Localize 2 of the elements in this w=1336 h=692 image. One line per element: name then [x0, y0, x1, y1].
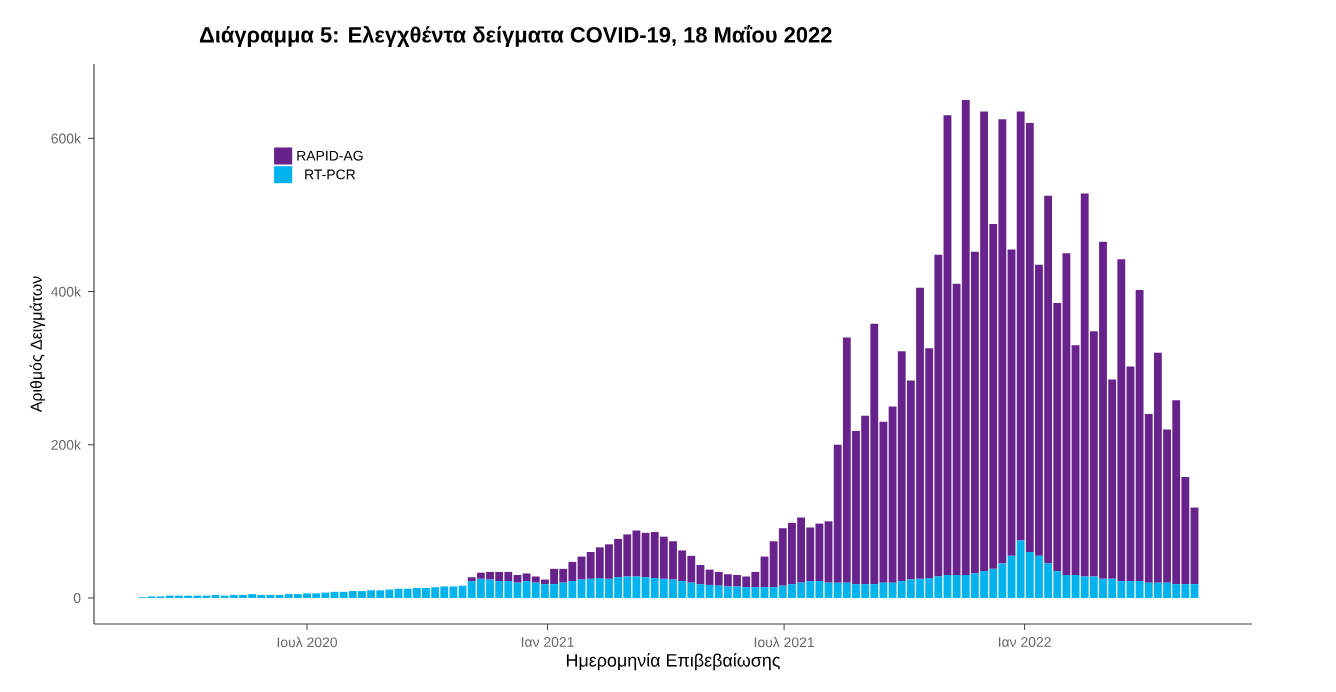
x-axis-title: Ημερομηνία Επιβεβαίωσης: [566, 652, 780, 671]
chart-title: Διάγραμμα 5: Ελεγχθέντα δείγματα COVID-19, 18 Μαΐου 2022: [199, 25, 832, 47]
